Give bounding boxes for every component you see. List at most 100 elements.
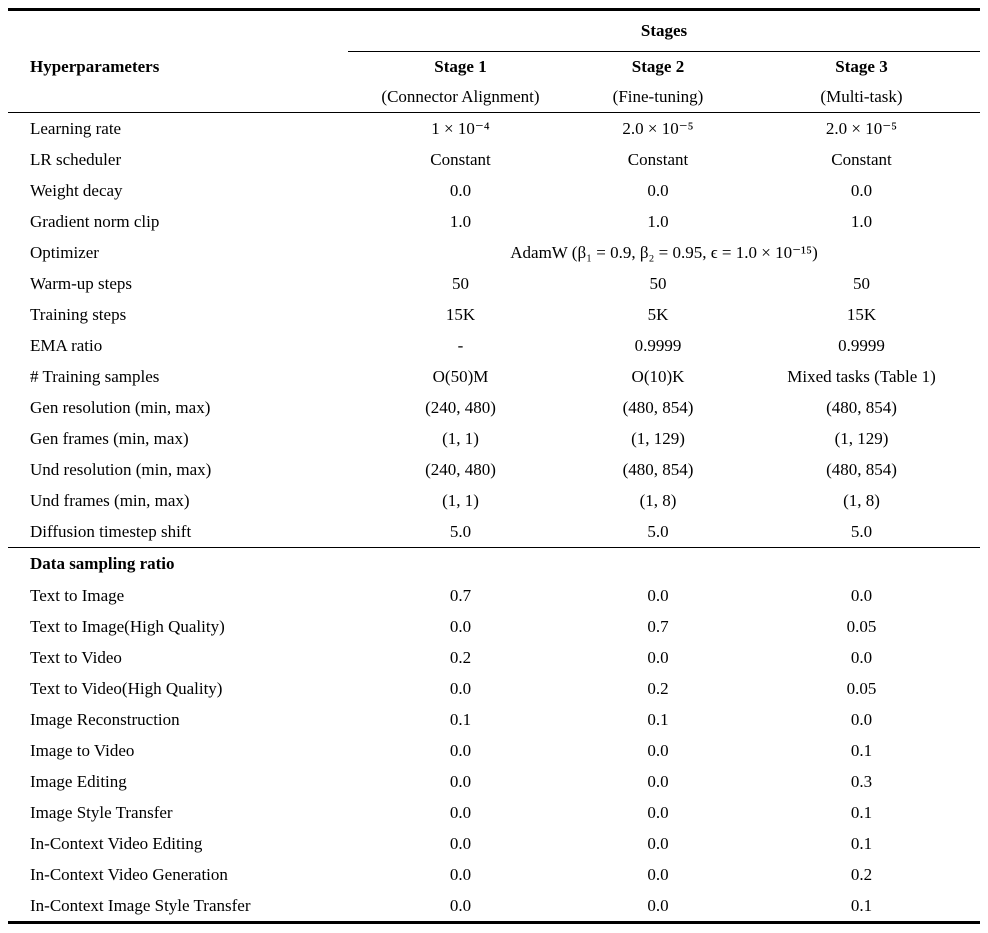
row-value: (1, 129) <box>631 428 685 448</box>
stage-2-subtitle: (Fine-tuning) <box>573 82 743 113</box>
row-label: Gen resolution (min, max) <box>30 397 211 417</box>
row-value: 0.1 <box>449 709 472 729</box>
row-label: Gen frames (min, max) <box>30 428 189 448</box>
table-row: EMA ratio - 0.9999 0.9999 <box>8 330 980 361</box>
row-label: Warm-up steps <box>30 273 133 293</box>
row-value: (240, 480) <box>425 459 496 479</box>
row-value: 0.0 <box>647 895 669 915</box>
row-value: (1, 8) <box>639 490 677 510</box>
row-value: (480, 854) <box>826 397 897 417</box>
row-value: (480, 854) <box>622 459 694 479</box>
stages-group-header: Stages <box>348 9 981 52</box>
row-value: 0.0 <box>647 180 669 200</box>
row-value: 0.2 <box>449 647 472 667</box>
row-label: Und resolution (min, max) <box>30 459 212 479</box>
row-label: EMA ratio <box>30 335 103 355</box>
row-value: 0.0 <box>647 585 669 605</box>
row-label: Image Style Transfer <box>30 802 173 822</box>
table-row: Learning rate 1 × 10⁻⁴ 2.0 × 10⁻⁵ 2.0 × 10⁻… <box>8 113 980 145</box>
table-body: Learning rate 1 × 10⁻⁴ 2.0 × 10⁻⁵ 2.0 × 10⁻… <box>8 113 981 923</box>
row-value: 1.0 <box>647 211 669 231</box>
table-row: Image to Video 0.0 0.0 0.1 <box>8 735 980 766</box>
section-title: Data sampling ratio <box>8 547 981 580</box>
row-value: - <box>457 335 464 355</box>
row-value: (1, 1) <box>442 490 479 510</box>
table-row: Gen frames (min, max) (1, 1) (1, 129) (1, 1… <box>8 423 980 454</box>
row-value: 0.0 <box>647 864 669 884</box>
table-row: Warm-up steps 50 50 50 <box>8 268 980 299</box>
row-value: 0.1 <box>647 709 669 729</box>
row-value: 0.1 <box>850 833 873 853</box>
row-value: 1 × 10⁻⁴ <box>431 118 490 138</box>
row-value: 5.0 <box>449 521 472 541</box>
table-row: Text to Image 0.7 0.0 0.0 <box>8 580 980 611</box>
stage-3-subtitle: (Multi-task) <box>743 82 981 113</box>
row-value: O(10)K <box>631 366 685 386</box>
row-value: 15K <box>846 304 877 324</box>
row-value: 0.1 <box>850 895 873 915</box>
row-value: 0.0 <box>850 180 873 200</box>
row-value: (1, 129) <box>834 428 889 448</box>
row-value: 0.05 <box>846 616 877 636</box>
row-value: 0.9999 <box>838 335 885 355</box>
stage-subtitles-row: (Connector Alignment) (Fine-tuning) (Mul… <box>8 82 981 113</box>
table-row: Und resolution (min, max) (240, 480) (480,… <box>8 454 980 485</box>
row-value: 0.0 <box>850 709 873 729</box>
row-value: (240, 480) <box>425 397 496 417</box>
row-label: Diffusion timestep shift <box>30 521 192 541</box>
row-value: 5.0 <box>647 521 669 541</box>
row-value: 0.0 <box>449 895 472 915</box>
table-row: Text to Video(High Quality) 0.0 0.2 0.05 <box>8 673 980 704</box>
row-value: 0.7 <box>449 585 472 605</box>
table-row: Image Style Transfer 0.0 0.0 0.1 <box>8 797 980 828</box>
row-value: 0.9999 <box>634 335 682 355</box>
row-value: 5K <box>647 304 669 324</box>
row-label: Text to Video <box>30 647 122 667</box>
row-label: # Training samples <box>30 366 160 386</box>
row-value: 5.0 <box>850 521 873 541</box>
table-row: Training steps 15K 5K 15K <box>8 299 980 330</box>
row-value: 50 <box>452 273 469 293</box>
row-label: Image Editing <box>30 771 127 791</box>
row-value: Constant <box>430 149 491 169</box>
row-value: 0.0 <box>647 771 669 791</box>
table-row: # Training samples O(50)M O(10)K Mixed task… <box>8 361 980 392</box>
row-value: (1, 8) <box>843 490 880 510</box>
row-value: (1, 1) <box>442 428 479 448</box>
row-label: In-Context Video Editing <box>30 833 203 853</box>
row-value: 0.0 <box>449 180 472 200</box>
row-value: Mixed tasks (Table 1) <box>787 366 936 386</box>
row-label: Training steps <box>30 304 127 324</box>
row-value: 15K <box>445 304 476 324</box>
row-value: 50 <box>649 273 667 293</box>
table-row: Text to Video 0.2 0.0 0.0 <box>8 642 980 673</box>
row-value: 0.0 <box>647 740 669 760</box>
row-value: (480, 854) <box>622 397 694 417</box>
stage-titles-row: Hyperparameters Stage 1 Stage 2 Stage 3 <box>8 52 980 83</box>
table-row: Image Editing 0.0 0.0 0.3 <box>8 766 980 797</box>
row-value-span: AdamW (β₁ = 0.9, β₂ = 0.95, ϵ = 1.0 × 10… <box>510 242 818 262</box>
table-row: In-Context Image Style Transfer 0.0 0.0 0.1 <box>8 890 980 923</box>
row-value: 1.0 <box>449 211 472 231</box>
table-header: Stages Hyperparameters Stage 1 Stage 2 S… <box>8 9 981 113</box>
row-value: 0.7 <box>647 616 669 636</box>
row-value: 0.0 <box>449 833 472 853</box>
row-value: O(50)M <box>432 366 489 386</box>
row-value: 0.0 <box>647 833 669 853</box>
row-value: 0.0 <box>647 647 669 667</box>
row-value: 0.0 <box>449 740 472 760</box>
hyperparameters-table: Stages Hyperparameters Stage 1 Stage 2 S… <box>8 8 981 924</box>
table-row: Diffusion timestep shift 5.0 5.0 5.0 <box>8 516 980 548</box>
row-label: Image Reconstruction <box>30 709 180 729</box>
table-row: Optimizer AdamW (β₁ = 0.9, β₂ = 0.95, ϵ =… <box>8 237 980 268</box>
row-label: Learning rate <box>30 118 122 138</box>
row-value: 0.0 <box>449 616 472 636</box>
hyperparameters-column-header: Hyperparameters <box>30 56 160 76</box>
row-label: Image to Video <box>30 740 135 760</box>
table-row: Image Reconstruction 0.1 0.1 0.0 <box>8 704 980 735</box>
table-row: Text to Image(High Quality) 0.0 0.7 0.05 <box>8 611 980 642</box>
row-label: Text to Image <box>30 585 125 605</box>
row-value: (480, 854) <box>826 459 897 479</box>
stage-1-column-header: Stage 1 <box>434 57 487 76</box>
section-header-row: Data sampling ratio <box>8 547 981 580</box>
